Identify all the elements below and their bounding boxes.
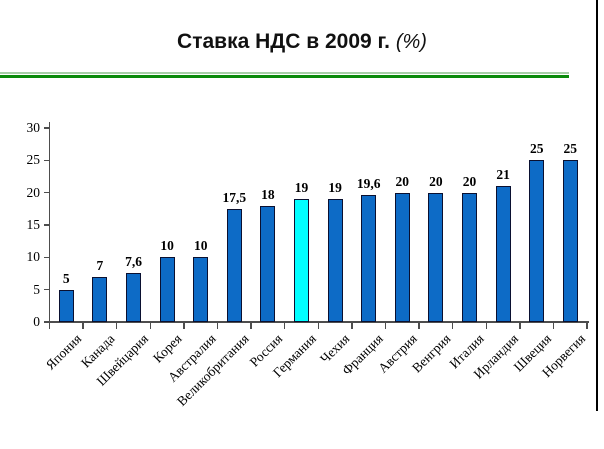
x-axis-tick (384, 322, 387, 329)
bar-12 (462, 192, 477, 322)
bar-9 (361, 195, 377, 322)
x-axis-tick (283, 322, 286, 329)
x-axis-tick (485, 322, 488, 329)
y-axis-tick-label: 5 (33, 281, 40, 297)
bar-value-label: 7 (96, 257, 104, 273)
title-separator-dark (0, 75, 569, 78)
bar-13 (495, 186, 511, 322)
x-axis-tick (48, 322, 51, 329)
bar-value-label: 21 (496, 167, 510, 183)
bar-value-label: 19 (328, 180, 342, 196)
title-main: Ставка НДС в 2009 г. (177, 30, 390, 53)
x-axis-tick (216, 322, 219, 329)
bar-0 (58, 289, 74, 322)
bar-10 (394, 192, 410, 322)
y-axis-tick (43, 191, 50, 194)
x-axis-tick (418, 322, 420, 329)
y-axis-tick (43, 224, 50, 226)
bar-value-label: 5 (62, 270, 70, 286)
bar-value-label: 7,6 (125, 253, 142, 269)
y-axis-tick-label: 20 (26, 184, 41, 200)
y-axis-tick-label: 15 (26, 217, 41, 232)
x-axis-tick (317, 322, 320, 329)
x-axis-tick (183, 322, 185, 329)
y-axis-tick-label: 0 (33, 314, 40, 329)
bar-2 (126, 272, 141, 322)
bar-value-label: 20 (395, 173, 410, 189)
y-axis-tick (43, 127, 50, 129)
y-axis-tick (43, 288, 50, 291)
y-axis-tick-label: 10 (26, 249, 41, 265)
y-axis-tick (43, 321, 50, 323)
title-suffix: (%) (395, 31, 427, 53)
bar-3 (159, 257, 175, 322)
x-axis-tick (451, 322, 454, 329)
y-axis-tick (43, 159, 50, 162)
bar-value-label: 17,5 (222, 189, 247, 205)
x-axis-tick (250, 322, 252, 329)
bar-1 (92, 276, 108, 322)
x-axis-tick (149, 322, 152, 329)
bar-value-label: 10 (193, 238, 208, 254)
bar-11 (428, 192, 444, 322)
x-axis-tick (552, 322, 555, 329)
y-axis-tick-label: 30 (26, 120, 41, 135)
bar-value-label: 20 (429, 173, 443, 189)
bar-6 (260, 205, 276, 322)
bar-value-label: 25 (529, 141, 544, 157)
bar-5 (226, 208, 242, 322)
bar-highlighted-7 (294, 199, 309, 322)
y-axis-tick (43, 256, 50, 259)
bar-value-label: 19,6 (356, 176, 381, 192)
x-axis-tick (115, 322, 118, 329)
slide-frame-right-edge (596, 0, 598, 411)
y-axis-line (48, 122, 51, 328)
x-axis-tick (519, 322, 521, 329)
bar-15 (562, 160, 578, 322)
x-axis-tick (82, 322, 84, 329)
bar-value-label: 20 (462, 173, 477, 189)
x-axis-line (44, 321, 590, 323)
bar-value-label: 25 (563, 141, 578, 157)
x-axis-tick (351, 322, 353, 329)
page-title: Ставка НДС в 2009 г. (%) (0, 30, 604, 54)
x-category-label: Япония (42, 331, 84, 373)
bar-14 (529, 160, 545, 322)
y-axis-tick-label: 25 (26, 152, 41, 168)
bar-8 (327, 199, 343, 322)
bar-value-label: 10 (160, 238, 174, 254)
bar-value-label: 19 (294, 180, 309, 196)
x-axis-tick (586, 322, 588, 329)
bar-value-label: 18 (261, 186, 275, 202)
title-separator-light (0, 72, 569, 74)
bar-4 (193, 257, 209, 322)
